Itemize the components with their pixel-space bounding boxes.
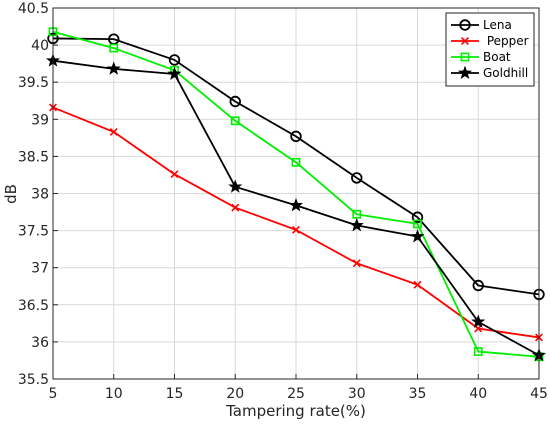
data-point-boat: [109, 43, 119, 53]
data-point-goldhill: [471, 314, 486, 328]
legend-marker-boat: [460, 52, 470, 62]
y-tick-label: 40.5: [18, 1, 49, 17]
y-tick-label: 37.5: [18, 224, 49, 240]
x-tick-label: 15: [166, 386, 184, 402]
data-point-pepper: [352, 259, 361, 268]
data-point-lena: [351, 172, 363, 184]
y-axis-label: dB: [2, 184, 20, 204]
legend-entry-pepper: Pepper: [451, 34, 529, 48]
legend-entry-lena: Lena: [451, 18, 512, 32]
y-tick-label: 38.5: [18, 149, 49, 165]
legend-label-boat: Boat: [483, 50, 511, 64]
legend-marker-goldhill: [457, 65, 473, 79]
data-point-lena: [168, 54, 181, 66]
data-point-goldhill: [410, 229, 425, 243]
legend: Lena Pepper Boat Goldhill: [445, 12, 535, 87]
y-tick-label: 39: [31, 112, 49, 128]
y-tick-label: 37: [31, 261, 49, 277]
y-tick-label: 38: [31, 187, 49, 203]
data-point-lena: [290, 130, 302, 143]
data-point-boat: [230, 116, 240, 126]
data-point-boat: [473, 347, 483, 356]
x-axis-label: Tampering rate(%): [225, 402, 366, 420]
series-boat: [48, 27, 544, 362]
series-lena: [47, 32, 545, 301]
legend-label-pepper: Pepper: [483, 34, 529, 48]
data-point-pepper: [413, 280, 422, 289]
axis-ticks: 5 10 15 20 25 30 35 40 45 35.5 36 36.5 37 37.5 38 38.5 3…: [18, 1, 548, 402]
series-line-lena: [52, 37, 540, 296]
legend-marker-lena: [459, 19, 471, 31]
legend-marker-pepper: [461, 37, 469, 45]
data-point-lena: [472, 279, 484, 292]
data-point-goldhill: [288, 198, 304, 212]
data-point-goldhill: [349, 218, 364, 232]
data-point-pepper: [292, 225, 300, 234]
x-tick-label: 45: [530, 386, 548, 402]
data-point-boat: [352, 209, 362, 219]
x-tick-label: 40: [469, 386, 487, 402]
legend-entry-goldhill: Goldhill: [451, 65, 528, 80]
series-goldhill: [45, 53, 547, 362]
y-tick-label: 35.5: [18, 372, 49, 388]
x-tick-label: 35: [409, 386, 427, 402]
series-line-boat: [52, 30, 540, 358]
legend-entry-boat: Boat: [451, 50, 511, 64]
x-tick-label: 25: [287, 386, 305, 402]
x-tick-label: 5: [49, 386, 58, 402]
series-group: [45, 27, 547, 362]
data-point-boat: [291, 157, 301, 167]
y-tick-label: 36: [31, 335, 49, 351]
x-tick-label: 30: [348, 386, 366, 402]
data-point-pepper: [170, 170, 179, 179]
data-point-goldhill: [106, 61, 121, 75]
x-tick-label: 10: [105, 386, 123, 402]
x-tick-label: 20: [226, 386, 244, 402]
data-point-goldhill: [167, 66, 182, 81]
series-pepper: [49, 103, 543, 342]
legend-label-goldhill: Goldhill: [483, 66, 528, 80]
y-tick-label: 39.5: [18, 75, 49, 91]
data-point-pepper: [109, 127, 118, 136]
y-tick-label: 36.5: [18, 298, 49, 314]
data-point-pepper: [231, 203, 240, 212]
data-point-goldhill: [228, 179, 243, 193]
data-point-lena: [229, 95, 241, 108]
legend-label-lena: Lena: [483, 18, 512, 32]
y-tick-label: 40: [31, 38, 49, 54]
data-point-boat: [413, 219, 422, 229]
data-point-lena: [411, 211, 424, 223]
